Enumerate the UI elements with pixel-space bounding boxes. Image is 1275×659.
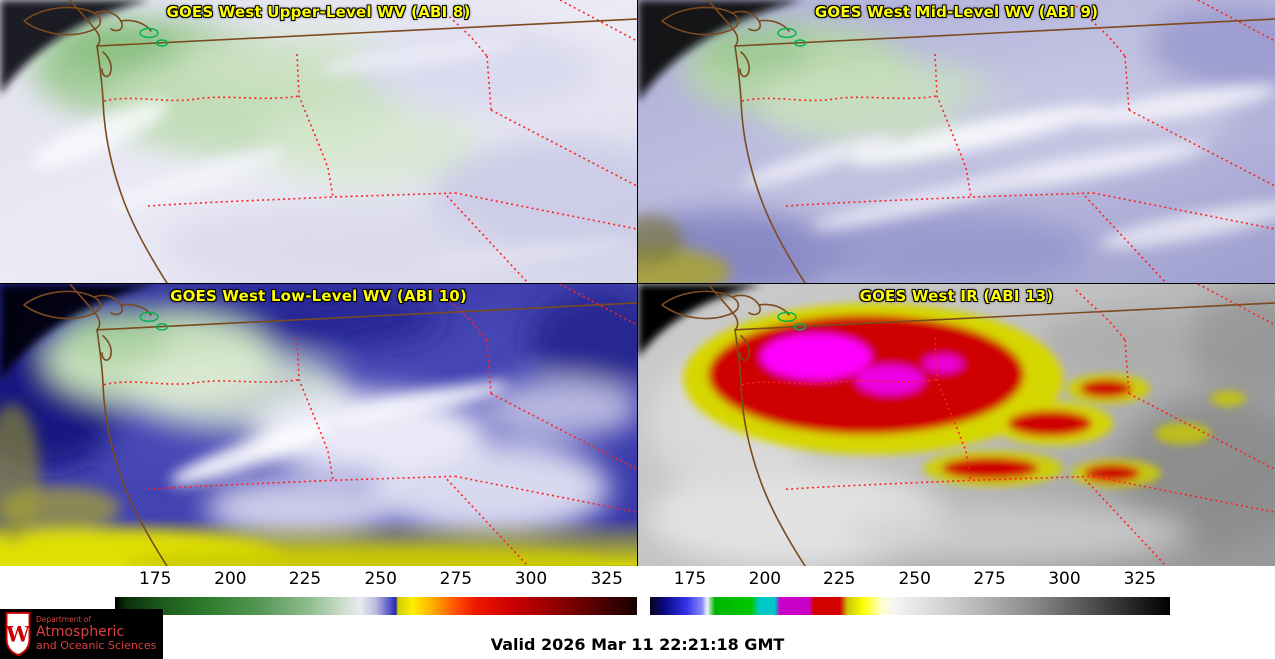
- panel-title-abi10: GOES West Low-Level WV (ABI 10): [170, 287, 467, 305]
- ir-colorbar: 175 200 225 250 275 300 325: [650, 566, 1170, 626]
- ir-colorbar-tick-labels: 175 200 225 250 275 300 325: [650, 569, 1170, 591]
- tick-label: 225: [288, 569, 322, 589]
- low-moisture-patch: [638, 215, 730, 283]
- logo-text: Department of Atmospheric and Oceanic Sc…: [36, 616, 156, 651]
- panel-title-abi13: GOES West IR (ABI 13): [859, 287, 1054, 305]
- cloud-streaks: [170, 382, 509, 485]
- quadpanel-grid: GOES West Upper-Level WV (ABI 8): [0, 0, 1275, 566]
- panel-title-abi9: GOES West Mid-Level WV (ABI 9): [814, 3, 1099, 21]
- panel-upper-level-wv: GOES West Upper-Level WV (ABI 8): [0, 0, 637, 283]
- tick-label: 225: [823, 569, 856, 589]
- valid-time-label: Valid 2026 Mar 11 22:21:18 GMT: [490, 635, 785, 654]
- ir-enhanced-cold-cloud: [683, 302, 1246, 488]
- cirrus-streaks: [741, 85, 1275, 248]
- ir-colorbar-gradient: [650, 597, 1170, 615]
- panel-ir: GOES West IR (ABI 13): [638, 284, 1275, 566]
- wv-colorbar-gradient: [115, 597, 637, 615]
- uw-aos-logo: W Department of Atmospheric and Oceanic …: [0, 609, 163, 659]
- no-data-corner: [638, 284, 763, 358]
- logo-line-atmospheric: Atmospheric: [36, 623, 125, 640]
- abi9-imagery: [638, 0, 1275, 283]
- logo-line-oceanic: and Oceanic Sciences: [36, 638, 157, 652]
- moisture-blobs: [0, 17, 637, 283]
- tick-label: 175: [138, 569, 172, 589]
- uw-crest-icon: W: [5, 612, 31, 656]
- panel-title-abi8: GOES West Upper-Level WV (ABI 8): [166, 3, 471, 21]
- footer: 175 200 225 250 275 300 325 175 200 225 …: [0, 566, 1275, 659]
- abi8-imagery: [0, 0, 637, 283]
- tick-label: 300: [1048, 569, 1081, 589]
- tick-label: 200: [748, 569, 782, 589]
- tick-label: 250: [364, 569, 397, 589]
- abi10-imagery: [0, 284, 637, 566]
- no-data-corner: [638, 0, 803, 102]
- dry-yellow-patches: [0, 403, 600, 566]
- panel-low-level-wv: GOES West Low-Level WV (ABI 10): [0, 284, 637, 566]
- no-data-corner: [0, 284, 155, 382]
- tick-label: 275: [439, 569, 473, 589]
- abi13-imagery: [638, 284, 1275, 566]
- no-data-corner: [0, 0, 150, 95]
- tick-label: 300: [514, 569, 548, 589]
- logo-dept-line: Department of: [36, 615, 91, 625]
- tick-label: 325: [1123, 569, 1157, 589]
- tick-label: 325: [590, 569, 623, 589]
- wv-colorbar: 175 200 225 250 275 300 325: [115, 566, 637, 626]
- tick-label: 175: [673, 569, 707, 589]
- tick-label: 200: [214, 569, 247, 589]
- cirrus-streaks: [31, 37, 630, 271]
- uw-monogram: W: [5, 622, 30, 647]
- tick-label: 275: [973, 569, 1006, 589]
- tick-label: 250: [898, 569, 931, 589]
- wv-colorbar-tick-labels: 175 200 225 250 275 300 325: [115, 569, 637, 591]
- panel-mid-level-wv: GOES West Mid-Level WV (ABI 9): [638, 0, 1275, 283]
